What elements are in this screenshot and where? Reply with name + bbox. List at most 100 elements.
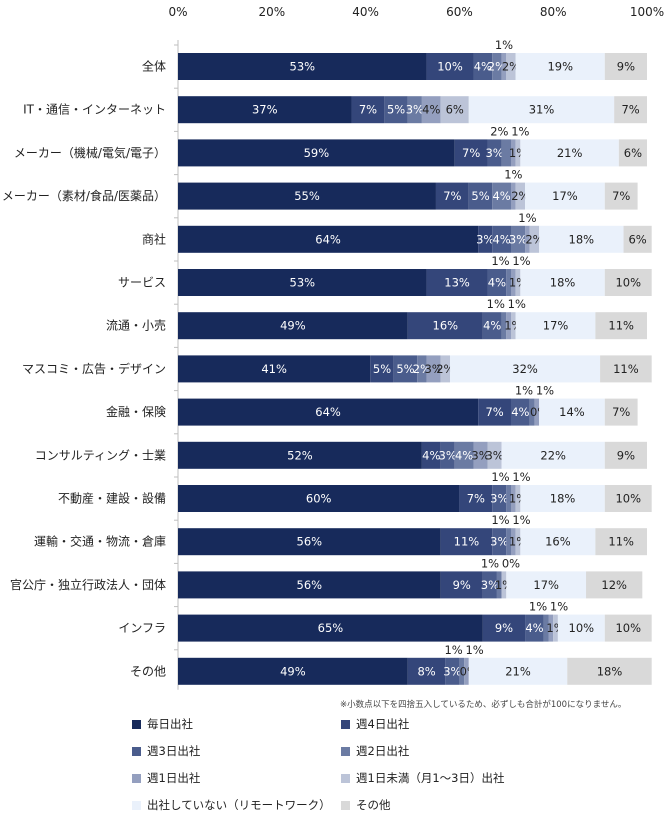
bar-segment — [440, 96, 469, 124]
category-label: サービス — [118, 276, 166, 290]
data-label: 59% — [304, 146, 330, 160]
bar-segment — [178, 441, 422, 469]
bar-segment — [178, 657, 408, 685]
data-label: 10% — [615, 276, 641, 290]
bar-segment — [515, 139, 521, 167]
legend-label: 週4日出社 — [356, 717, 410, 731]
data-label: 2% — [488, 60, 506, 74]
bar-segment — [600, 355, 652, 383]
data-label: 3% — [471, 448, 489, 462]
bar-segment — [440, 571, 483, 599]
data-label: 9% — [617, 448, 635, 462]
data-label: 17% — [543, 319, 569, 333]
bar-segment — [604, 614, 652, 642]
bar-segment — [501, 312, 507, 340]
x-tick-label: 80% — [540, 5, 567, 19]
data-label: 10% — [569, 621, 595, 635]
data-label: 64% — [315, 405, 341, 419]
data-label: 8% — [417, 664, 435, 678]
bar-segment — [482, 571, 497, 599]
bar-segment — [426, 269, 488, 296]
bar-segment — [487, 441, 502, 469]
bar-segment — [407, 96, 422, 124]
data-label: 1% — [495, 38, 513, 52]
bar-segment — [440, 528, 493, 556]
data-label: 53% — [290, 276, 316, 290]
bar-segment — [178, 269, 427, 296]
data-label: 9% — [617, 60, 635, 74]
data-label: 2% — [525, 232, 543, 246]
bar-segment — [178, 485, 460, 512]
category-label: メーカー（機械/電気/電子） — [14, 145, 166, 160]
data-label: 18% — [569, 232, 595, 246]
bar-segment — [421, 96, 441, 124]
legend-swatch — [341, 800, 350, 810]
bar-segment — [478, 398, 511, 426]
x-tick-label: 40% — [352, 5, 379, 19]
bar-segment — [604, 53, 647, 80]
bar-segment — [482, 614, 526, 642]
stacked-bar-chart: 0% 20% 40% 60% 80% 100%全体 53% 10% 4%2%2% 19% 9%1%I… — [2, 5, 664, 690]
data-label: 3% — [490, 535, 508, 549]
data-label: 4% — [525, 621, 543, 635]
bar-segment — [178, 182, 436, 210]
data-label: 2% — [436, 362, 454, 376]
data-label: 6% — [624, 146, 642, 160]
bar-segment — [178, 96, 352, 124]
category-label: IT・通信・インターネット — [23, 103, 166, 117]
legend-label: 毎日出社 — [147, 717, 193, 731]
bar-segment — [553, 614, 558, 642]
data-label: 3% — [481, 578, 499, 592]
legend-item: 毎日出社 — [132, 716, 193, 732]
bar-segment — [473, 53, 493, 80]
data-label: 1% — [515, 384, 533, 398]
bar-segment — [618, 139, 647, 167]
bar-segment — [520, 528, 596, 556]
bar-segment — [557, 614, 605, 642]
legend-label: その他 — [356, 798, 391, 812]
category-label: 不動産・建設・設備 — [58, 491, 166, 506]
legend-item: その他 — [341, 797, 391, 813]
data-label: 3% — [485, 448, 503, 462]
bar-segment — [595, 312, 647, 340]
bar-segment — [520, 139, 619, 167]
bar-segment — [604, 485, 652, 512]
bar-segment — [525, 225, 530, 253]
data-label: 21% — [505, 664, 531, 678]
bar-segment — [407, 657, 446, 685]
category-label: 商社 — [142, 231, 166, 246]
legend-item: 週4日出社 — [341, 716, 409, 732]
legend-item: 週3日出社 — [132, 743, 200, 759]
bar-segment — [510, 269, 516, 296]
legend-swatch — [132, 800, 141, 810]
data-label: 11% — [613, 362, 639, 376]
data-label: 1% — [512, 470, 530, 484]
bar-segment — [464, 657, 469, 685]
legend-swatch — [341, 719, 350, 729]
bar-segment — [534, 398, 540, 426]
data-label: 1% — [481, 556, 499, 570]
data-label: 21% — [557, 146, 583, 160]
data-label: 11% — [454, 535, 480, 549]
data-label: 4% — [474, 60, 492, 74]
data-label: 1% — [511, 124, 529, 138]
bar-segment — [501, 441, 605, 469]
bar-segment — [510, 485, 516, 512]
data-label: 6% — [446, 103, 464, 117]
data-label: 1% — [512, 513, 530, 527]
bar-segment — [506, 53, 516, 80]
legend-label: 週1日出社 — [147, 771, 201, 785]
data-label: 49% — [280, 664, 306, 678]
bar-segment — [426, 355, 441, 383]
data-label: 3% — [424, 362, 442, 376]
data-label: 18% — [550, 492, 576, 506]
bar-segment — [525, 614, 544, 642]
bar-segment — [604, 182, 638, 210]
data-label: 11% — [608, 535, 634, 549]
bar-segment — [178, 571, 441, 599]
data-label: 49% — [280, 319, 306, 333]
bar-segment — [421, 441, 441, 469]
data-label: 7% — [612, 189, 630, 203]
data-label: 10% — [615, 492, 641, 506]
legend-swatch — [132, 746, 141, 756]
